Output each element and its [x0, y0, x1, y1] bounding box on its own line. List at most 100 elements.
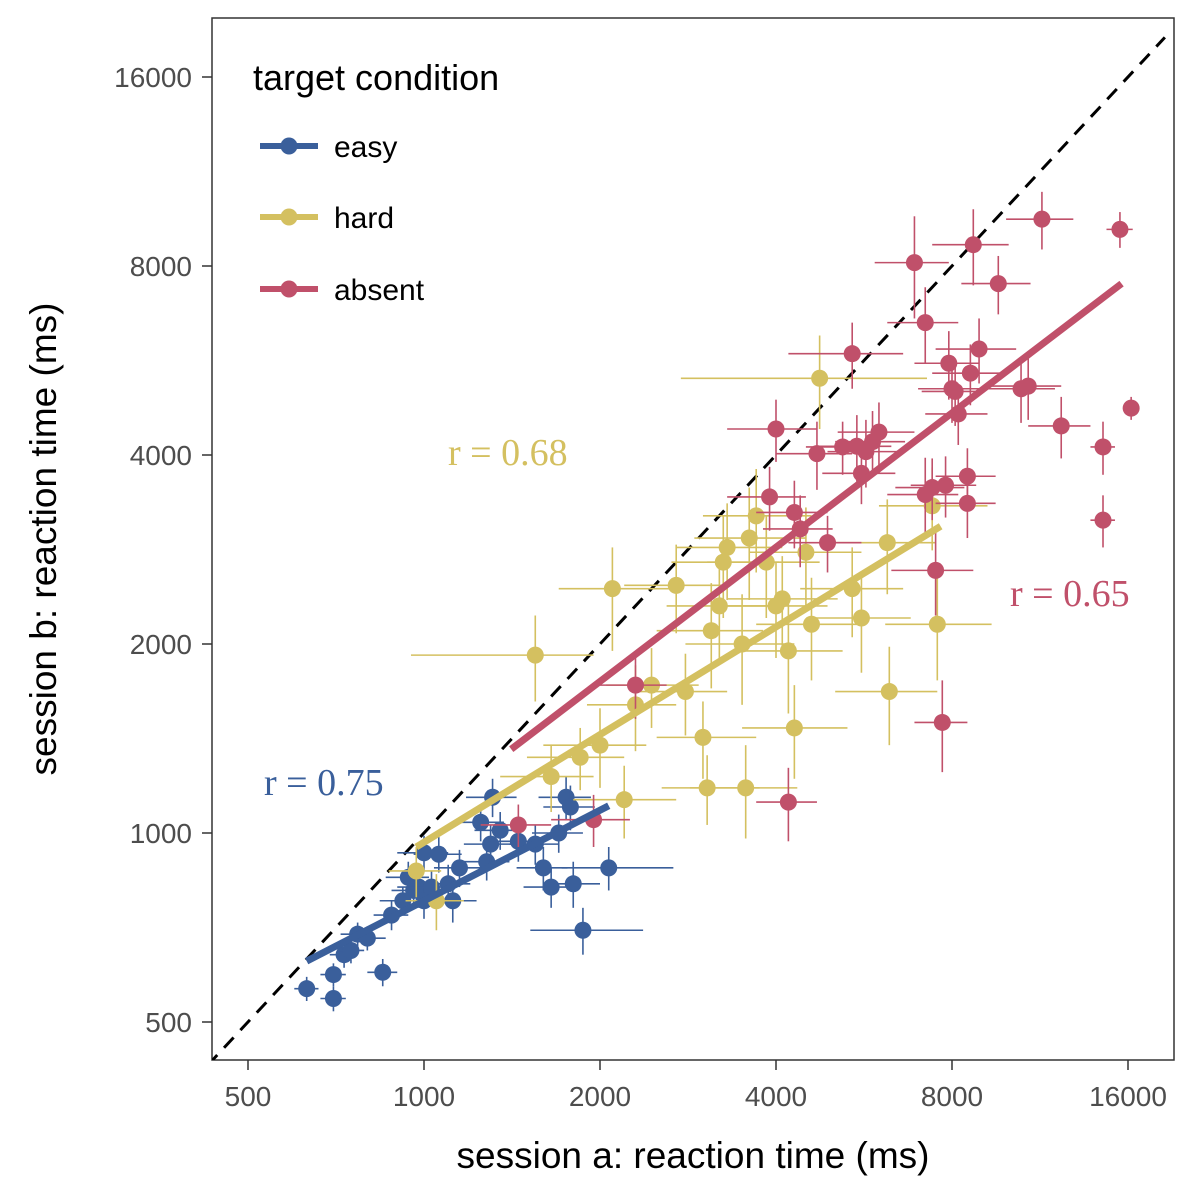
data-point: [374, 963, 392, 981]
data-point: [702, 622, 720, 640]
data-point: [718, 538, 736, 556]
x-axis-title: session a: reaction time (ms): [457, 1135, 930, 1176]
data-point: [1111, 220, 1129, 238]
data-point: [667, 576, 685, 594]
x-tick-label: 4000: [745, 1081, 807, 1112]
data-point: [1122, 399, 1140, 417]
data-point: [472, 813, 490, 831]
data-point: [600, 859, 618, 877]
fit-line-absent: [509, 280, 1124, 752]
data-point: [407, 862, 425, 880]
fit-line-hard: [414, 523, 943, 850]
data-marks: [294, 191, 1140, 1012]
fit-line-easy: [305, 802, 611, 965]
y-tick-label: 8000: [130, 251, 192, 282]
x-tick-label: 8000: [921, 1081, 983, 1112]
data-point: [779, 793, 797, 811]
legend-title: target condition: [253, 57, 499, 98]
data-point: [927, 561, 945, 579]
data-point: [740, 529, 758, 547]
data-point: [964, 236, 982, 254]
data-point: [785, 719, 803, 737]
data-point: [989, 275, 1007, 293]
data-point: [940, 354, 958, 372]
data-point: [785, 503, 803, 521]
data-point: [615, 791, 633, 809]
data-point: [603, 580, 621, 598]
data-point: [779, 642, 797, 660]
data-point: [430, 845, 448, 863]
data-point: [937, 476, 955, 494]
data-point: [1052, 417, 1070, 435]
data-point: [970, 340, 988, 358]
data-point: [961, 364, 979, 382]
data-point: [564, 875, 582, 893]
data-point: [1094, 438, 1112, 456]
x-tick-label: 2000: [569, 1081, 631, 1112]
data-point: [542, 878, 560, 896]
legend: target condition easy hard absent: [253, 57, 499, 307]
data-point: [843, 345, 861, 363]
data-point: [534, 859, 552, 877]
data-point: [928, 615, 946, 633]
data-point: [747, 507, 765, 525]
x-axis: 500 1000 2000 4000 8000 16000: [225, 1060, 1167, 1112]
y-tick-label: 1000: [130, 818, 192, 849]
data-point: [808, 445, 826, 463]
data-point: [852, 609, 870, 627]
data-point: [526, 646, 544, 664]
series-absent: [480, 191, 1140, 847]
data-point: [509, 816, 527, 834]
data-point: [878, 534, 896, 552]
data-point: [450, 859, 468, 877]
correlation-labels: r = 0.75 r = 0.68 r = 0.65: [264, 432, 1130, 804]
data-point: [819, 534, 837, 552]
data-point: [1094, 511, 1112, 529]
data-point: [923, 479, 941, 497]
legend-key-point: [280, 280, 298, 298]
correlation-label-hard: r = 0.68: [448, 432, 568, 474]
legend-key-point: [280, 208, 298, 226]
correlation-label-easy: r = 0.75: [264, 762, 384, 804]
data-point: [870, 423, 888, 441]
data-point: [324, 990, 342, 1008]
x-tick-label: 500: [225, 1081, 272, 1112]
legend-label-absent: absent: [334, 274, 425, 307]
y-tick-label: 2000: [130, 629, 192, 660]
data-point: [773, 590, 791, 608]
data-point: [933, 713, 951, 731]
y-tick-label: 16000: [114, 62, 192, 93]
data-point: [298, 980, 316, 998]
legend-label-hard: hard: [334, 202, 394, 235]
data-point: [1033, 210, 1051, 228]
data-point: [626, 676, 644, 694]
data-point: [767, 420, 785, 438]
data-point: [542, 768, 560, 786]
data-point: [574, 921, 592, 939]
legend-label-easy: easy: [334, 131, 397, 164]
data-point: [811, 369, 829, 387]
y-axis-title: session b: reaction time (ms): [23, 303, 64, 776]
y-tick-label: 500: [145, 1007, 192, 1038]
data-point: [482, 835, 500, 853]
data-point: [491, 821, 509, 839]
data-point: [946, 382, 964, 400]
data-point: [761, 488, 779, 506]
data-point: [916, 314, 934, 332]
data-point: [880, 683, 898, 701]
data-point: [802, 615, 820, 633]
data-point: [797, 543, 815, 561]
data-point: [958, 467, 976, 485]
x-tick-label: 16000: [1089, 1081, 1167, 1112]
data-point: [324, 966, 342, 984]
series-hard: [388, 335, 992, 931]
data-point: [1019, 377, 1037, 395]
data-point: [905, 254, 923, 272]
correlation-label-absent: r = 0.65: [1010, 573, 1130, 615]
y-axis: 500 1000 2000 4000 8000 16000: [114, 62, 212, 1038]
x-tick-label: 1000: [393, 1081, 455, 1112]
y-tick-label: 4000: [130, 440, 192, 471]
data-point: [342, 941, 360, 959]
data-point: [737, 779, 755, 797]
